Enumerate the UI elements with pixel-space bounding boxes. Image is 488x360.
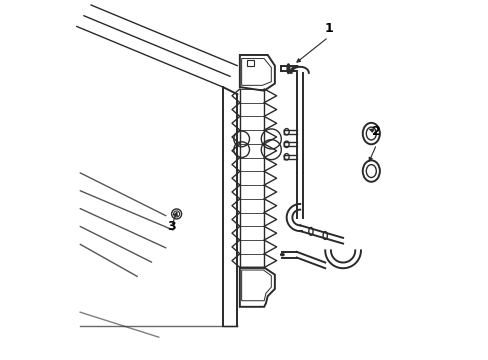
Bar [247, 60, 253, 66]
Text: 1: 1 [324, 22, 332, 35]
Text: 2: 2 [371, 125, 380, 138]
Text: 3: 3 [166, 220, 175, 233]
